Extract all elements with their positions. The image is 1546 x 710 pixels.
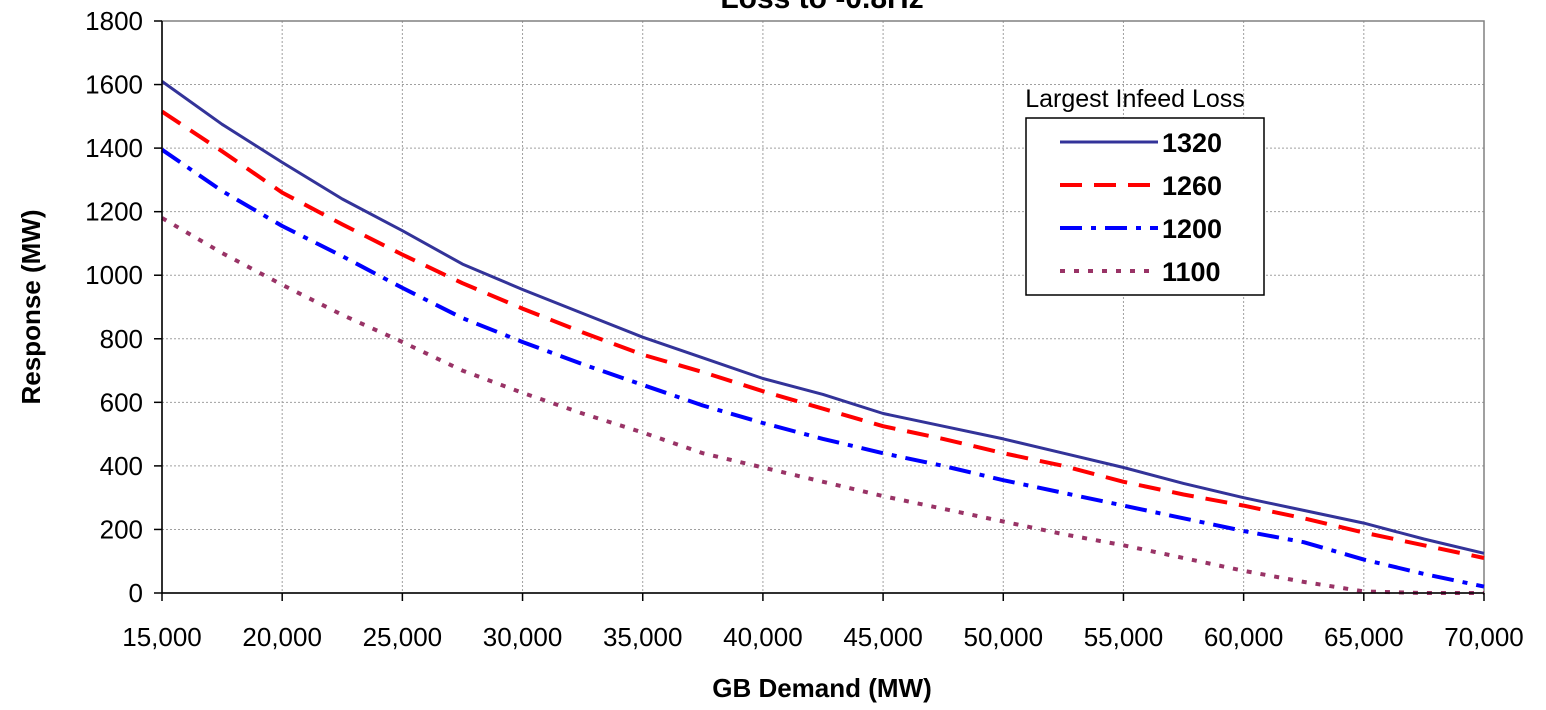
legend-label-1260: 1260 xyxy=(1162,171,1222,201)
y-tick-label: 1400 xyxy=(85,133,143,163)
legend-label-1200: 1200 xyxy=(1162,214,1222,244)
legend-label-1320: 1320 xyxy=(1162,128,1222,158)
series-line-1320 xyxy=(161,80,1485,555)
y-tick-label: 600 xyxy=(100,387,143,417)
x-tick-label: 50,000 xyxy=(964,622,1044,652)
x-axis-title: GB Demand (MW) xyxy=(712,673,932,703)
x-tick-label: 30,000 xyxy=(483,622,563,652)
x-tick-label: 40,000 xyxy=(723,622,803,652)
x-tick-label: 20,000 xyxy=(242,622,322,652)
x-tick-label: 60,000 xyxy=(1204,622,1284,652)
y-tick-label: 1000 xyxy=(85,260,143,290)
y-tick-label: 1800 xyxy=(85,6,143,36)
legend-label-1100: 1100 xyxy=(1162,257,1221,287)
plot-area xyxy=(162,21,1484,593)
x-tick-label: 35,000 xyxy=(603,622,683,652)
x-tick-label: 45,000 xyxy=(843,622,923,652)
x-tick-label: 70,000 xyxy=(1444,622,1524,652)
axis-ticks: 15,000 20,000 25,000 30,000 35,000 40,000 45,0… xyxy=(85,6,1524,652)
y-axis-title: Response (MW) xyxy=(16,210,46,405)
y-tick-label: 1200 xyxy=(85,197,143,227)
series-line-1260 xyxy=(160,109,1485,560)
chart-title: Loss to -0.8Hz xyxy=(720,0,923,15)
legend: 1320 1260 1200 1100 xyxy=(1025,117,1265,296)
y-tick-label: 400 xyxy=(100,451,143,481)
y-tick-label: 200 xyxy=(100,514,143,544)
legend-title: Largest Infeed Loss xyxy=(1025,85,1245,113)
x-tick-label: 15,000 xyxy=(122,622,202,652)
x-tick-label: 55,000 xyxy=(1084,622,1164,652)
x-tick-label: 65,000 xyxy=(1324,622,1404,652)
series-line-1200 xyxy=(160,148,1485,589)
y-tick-label: 1600 xyxy=(85,70,143,100)
y-tick-label: 0 xyxy=(129,578,143,608)
series-lines xyxy=(160,80,1485,595)
legend-box xyxy=(1025,117,1265,296)
series-line-1100 xyxy=(160,216,1484,595)
y-tick-label: 800 xyxy=(100,324,143,354)
x-tick-label: 25,000 xyxy=(363,622,443,652)
